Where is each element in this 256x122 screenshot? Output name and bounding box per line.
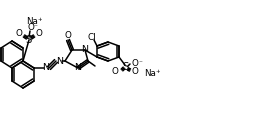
- Text: N: N: [42, 63, 49, 72]
- Text: O: O: [16, 30, 23, 39]
- Text: N: N: [74, 63, 81, 72]
- Text: Na⁺: Na⁺: [144, 70, 160, 78]
- Text: N: N: [57, 56, 63, 66]
- Text: O: O: [132, 66, 138, 76]
- Text: O: O: [112, 66, 119, 76]
- Text: ⁻: ⁻: [138, 60, 142, 66]
- Text: O: O: [65, 31, 71, 41]
- Text: Na⁺: Na⁺: [26, 17, 42, 26]
- Text: S: S: [123, 62, 129, 72]
- Text: O: O: [36, 30, 42, 39]
- Text: S: S: [26, 35, 32, 45]
- Text: O: O: [132, 59, 138, 67]
- Text: ⁻: ⁻: [33, 24, 37, 30]
- Text: N: N: [81, 46, 89, 55]
- Text: Cl: Cl: [88, 32, 96, 41]
- Text: O: O: [28, 22, 35, 31]
